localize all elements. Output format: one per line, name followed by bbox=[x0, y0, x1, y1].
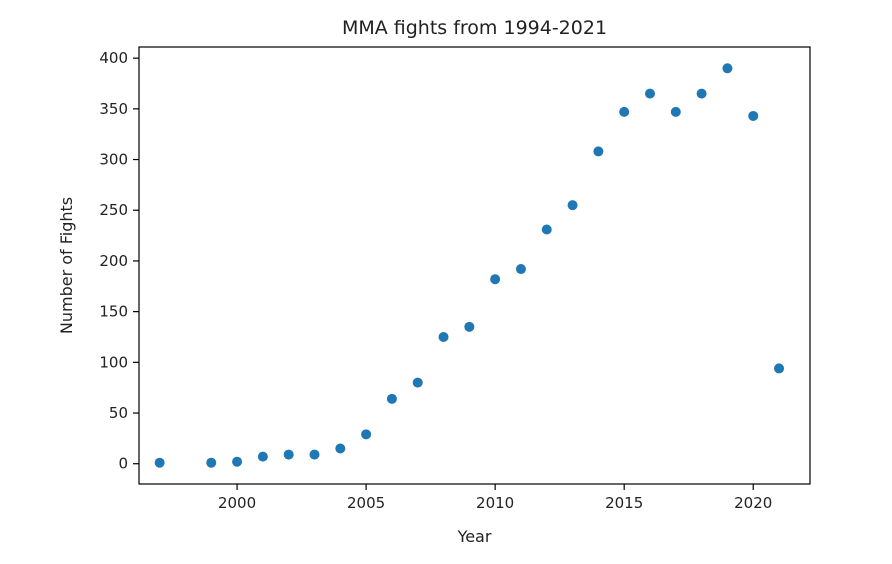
plot-frame bbox=[138, 46, 811, 485]
y-tick-label: 200 bbox=[99, 252, 128, 270]
x-tick-label: 2015 bbox=[605, 494, 643, 512]
data-point bbox=[644, 88, 655, 99]
data-point bbox=[567, 200, 578, 211]
data-point bbox=[283, 449, 294, 460]
chart-title: MMA fights from 1994-2021 bbox=[342, 17, 607, 39]
data-point bbox=[541, 224, 552, 235]
x-tick-label: 2000 bbox=[218, 494, 256, 512]
y-tick-label: 150 bbox=[99, 303, 128, 321]
y-tick-label: 100 bbox=[99, 353, 128, 371]
y-tick-label: 350 bbox=[99, 100, 128, 118]
data-point bbox=[412, 377, 423, 388]
data-point bbox=[438, 331, 449, 342]
data-point bbox=[774, 363, 785, 374]
y-tick-label: 50 bbox=[109, 404, 128, 422]
y-tick-label: 300 bbox=[99, 151, 128, 169]
x-tick-label: 2010 bbox=[476, 494, 514, 512]
data-point bbox=[490, 274, 501, 285]
data-point bbox=[257, 451, 268, 462]
data-point bbox=[748, 110, 759, 121]
data-point bbox=[386, 393, 397, 404]
data-points bbox=[154, 63, 785, 468]
y-tick-label: 400 bbox=[99, 49, 128, 67]
data-point bbox=[593, 146, 604, 157]
data-point bbox=[515, 264, 526, 275]
data-point bbox=[464, 321, 475, 332]
y-tick-label: 0 bbox=[118, 455, 128, 473]
data-point bbox=[206, 457, 217, 468]
data-point bbox=[309, 449, 320, 460]
x-axis-title: Year bbox=[457, 527, 492, 546]
x-tick-label: 2005 bbox=[347, 494, 385, 512]
data-point bbox=[722, 63, 733, 74]
y-axis-title: Number of Fights bbox=[57, 197, 76, 334]
data-point bbox=[154, 457, 165, 468]
data-point bbox=[335, 443, 346, 454]
x-axis-ticks: 2000 2005 2010 2015 2020 bbox=[218, 484, 772, 512]
x-tick-label: 2020 bbox=[734, 494, 772, 512]
y-tick-label: 250 bbox=[99, 201, 128, 219]
data-point bbox=[361, 429, 372, 440]
data-point bbox=[696, 88, 707, 99]
y-axis-ticks: 0 50 100 150 200 250 300 350 400 bbox=[99, 49, 139, 473]
data-point bbox=[232, 456, 243, 467]
data-point bbox=[619, 106, 630, 117]
data-point bbox=[670, 106, 681, 117]
